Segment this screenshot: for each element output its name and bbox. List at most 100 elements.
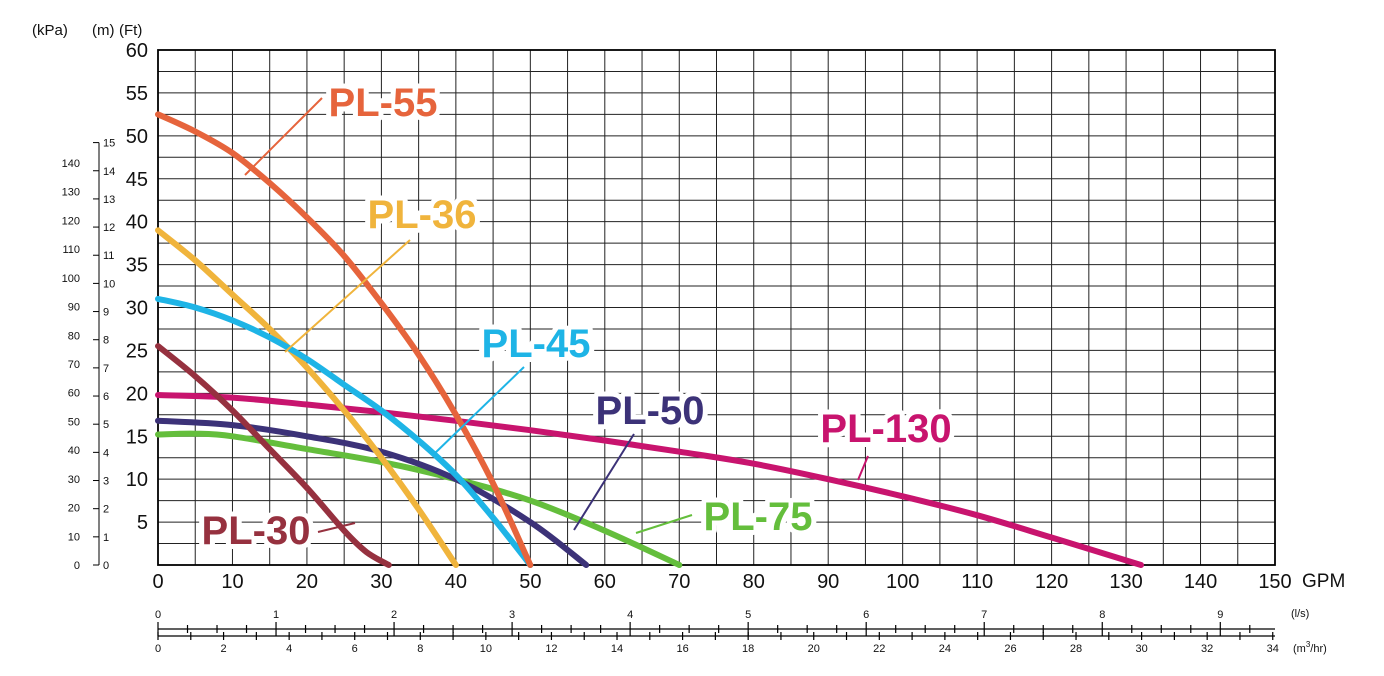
leader-line-pl-75 — [635, 514, 693, 534]
kpa-tick-label: 80 — [68, 330, 80, 342]
curve-pl-130 — [155, 392, 1144, 568]
ft-tick-label: 35 — [126, 255, 148, 277]
gpm-tick-label: 70 — [668, 571, 690, 593]
m-tick-label: 15 — [103, 138, 115, 150]
ls-tick-label: 9 — [1217, 609, 1223, 621]
m-tick-label: 13 — [103, 194, 115, 206]
ls-tick-label: 8 — [1099, 609, 1105, 621]
series-label-pl-30: PL-30 — [202, 509, 311, 553]
m-tick-label: 1 — [103, 532, 109, 544]
m3hr-unit-label: (m3/hr) — [1293, 640, 1327, 655]
series-label-pl-36: PL-36 — [368, 193, 477, 237]
m3hr-tick-label: 0 — [155, 643, 161, 655]
m-tick-label: 3 — [103, 476, 109, 488]
m3hr-tick-label: 16 — [676, 643, 688, 655]
m-tick-label: 5 — [103, 419, 109, 431]
gpm-tick-label: 80 — [743, 571, 765, 593]
kpa-tick-label: 140 — [62, 158, 80, 170]
leader-line-pl-45 — [432, 366, 525, 456]
m3hr-tick-label: 8 — [417, 643, 423, 655]
gpm-tick-label: 50 — [519, 571, 541, 593]
m3hr-tick-label: 10 — [480, 643, 492, 655]
kpa-tick-label: 20 — [68, 503, 80, 515]
gpm-tick-label: 10 — [221, 571, 243, 593]
gpm-tick-label: 60 — [594, 571, 616, 593]
ft-tick-label: 50 — [126, 126, 148, 148]
gpm-tick-label: 0 — [152, 571, 163, 593]
ls-tick-label: 5 — [745, 609, 751, 621]
ft-tick-label: 20 — [126, 383, 148, 405]
leader-line-pl-55 — [244, 97, 323, 176]
ft-tick-label: 60 — [126, 40, 148, 62]
leader-line-pl-130 — [857, 455, 869, 481]
series-label-pl-55: PL-55 — [329, 81, 438, 125]
m3hr-tick-label: 34 — [1267, 643, 1279, 655]
curve-pl-50 — [155, 417, 590, 568]
m-tick-label: 9 — [103, 307, 109, 319]
m-tick-label: 2 — [103, 504, 109, 516]
gpm-unit-label: GPM — [1302, 571, 1345, 592]
gpm-tick-label: 130 — [1109, 571, 1142, 593]
gpm-tick-label: 20 — [296, 571, 318, 593]
axes: 0 10 20 30 40 50 60 70 80 90 100 110 120 130 140 150510… — [62, 40, 1292, 655]
m-tick-label: 10 — [103, 278, 115, 290]
m3hr-tick-label: 32 — [1201, 643, 1213, 655]
plot-grid — [157, 49, 1276, 566]
gpm-tick-label: 100 — [886, 571, 919, 593]
curve-pl-45 — [155, 295, 534, 568]
ft-tick-label: 15 — [126, 426, 148, 448]
ft-tick-label: 40 — [126, 212, 148, 234]
pump-curves — [155, 111, 1144, 568]
m3hr-tick-label: 14 — [611, 643, 623, 655]
kpa-tick-label: 50 — [68, 416, 80, 428]
ft-tick-label: 30 — [126, 298, 148, 320]
m-tick-label: 8 — [103, 335, 109, 347]
kpa-tick-label: 100 — [62, 273, 80, 285]
m3hr-tick-label: 28 — [1070, 643, 1082, 655]
gpm-tick-label: 120 — [1035, 571, 1068, 593]
series-label-pl-45: PL-45 — [482, 322, 591, 366]
gpm-tick-label: 140 — [1184, 571, 1217, 593]
ls-tick-label: 7 — [981, 609, 987, 621]
m3hr-tick-label: 20 — [808, 643, 820, 655]
ls-tick-label: 4 — [627, 609, 633, 621]
kpa-tick-label: 90 — [68, 302, 80, 314]
m-unit-label: (m) — [92, 22, 115, 39]
curve-pl-36 — [155, 227, 459, 568]
m3hr-tick-label: 4 — [286, 643, 292, 655]
ft-tick-label: 45 — [126, 169, 148, 191]
gpm-tick-label: 90 — [817, 571, 839, 593]
m3hr-tick-label: 12 — [545, 643, 557, 655]
gpm-tick-label: 150 — [1258, 571, 1291, 593]
m3hr-tick-label: 2 — [221, 643, 227, 655]
kpa-tick-label: 70 — [68, 359, 80, 371]
ft-unit-label: (Ft) — [119, 22, 142, 39]
unit-labels: (kPa) (m) (Ft) GPM (l/s) (m3/hr) — [32, 22, 1345, 655]
ls-tick-label: 2 — [391, 609, 397, 621]
kpa-tick-label: 60 — [68, 388, 80, 400]
kpa-unit-label: (kPa) — [32, 22, 68, 39]
m3hr-tick-label: 24 — [939, 643, 951, 655]
leader-line-pl-50 — [573, 433, 635, 531]
gpm-tick-label: 110 — [961, 571, 993, 593]
gpm-tick-label: 30 — [370, 571, 392, 593]
kpa-tick-label: 120 — [62, 215, 80, 227]
ft-tick-label: 55 — [126, 83, 148, 105]
m3hr-tick-label: 18 — [742, 643, 754, 655]
ls-tick-label: 6 — [863, 609, 869, 621]
m-tick-label: 6 — [103, 391, 109, 403]
m3hr-tick-label: 26 — [1004, 643, 1016, 655]
ls-tick-label: 3 — [509, 609, 515, 621]
m-tick-label: 11 — [103, 250, 114, 262]
leader-line-pl-36 — [284, 239, 411, 353]
ls-unit-label: (l/s) — [1291, 608, 1309, 620]
m-tick-label: 12 — [103, 222, 115, 234]
m3hr-tick-label: 6 — [352, 643, 358, 655]
m3hr-tick-label: 22 — [873, 643, 885, 655]
ls-tick-label: 0 — [155, 609, 161, 621]
ft-tick-label: 10 — [126, 469, 148, 491]
plot-frame — [157, 49, 1276, 566]
kpa-tick-label: 110 — [62, 244, 80, 256]
